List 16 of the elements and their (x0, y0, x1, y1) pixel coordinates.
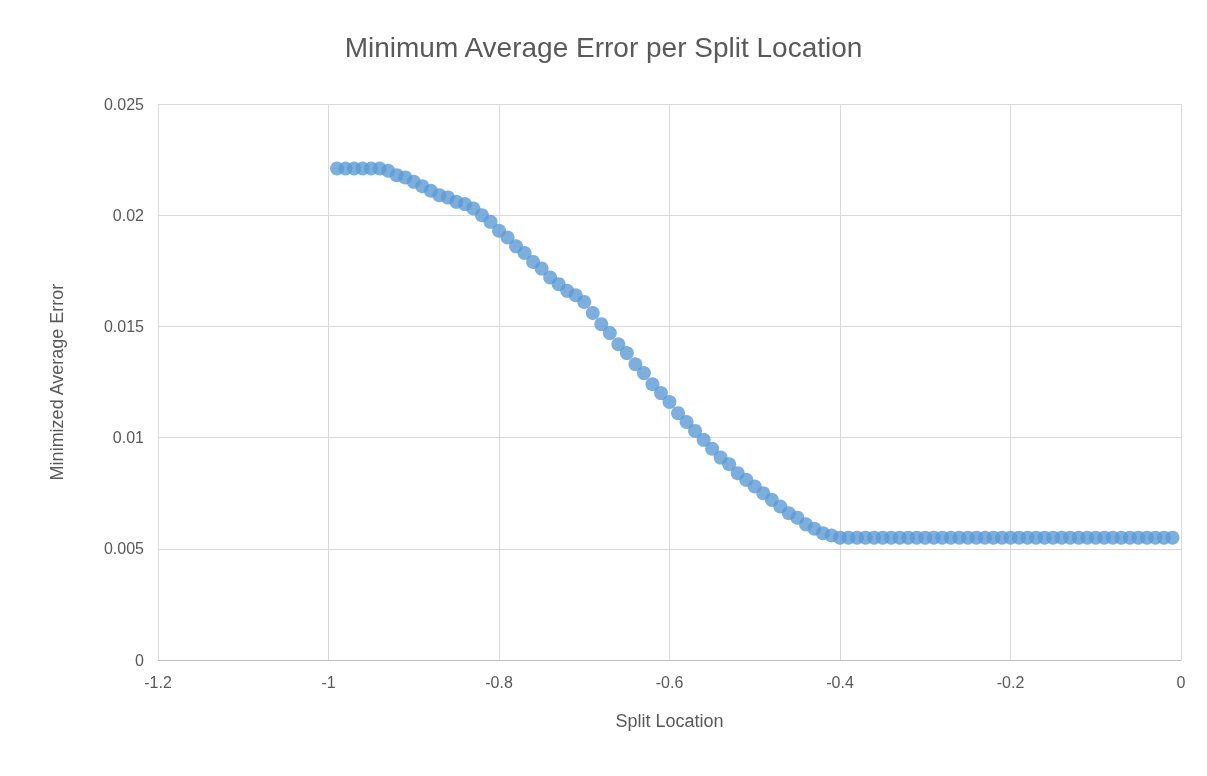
y-tick-label: 0 (135, 651, 145, 669)
y-tick-label: 0.015 (103, 317, 145, 335)
x-tick-label: -0.2 (996, 673, 1025, 691)
y-tick-label: 0.005 (103, 540, 145, 558)
y-tick-label: 0.025 (103, 95, 145, 113)
y-axis-title: Minimized Average Error (47, 283, 67, 481)
x-tick-label: -0.6 (655, 673, 684, 691)
chart-title: Minimum Average Error per Split Location (344, 31, 863, 63)
x-axis-title: Split Location (615, 711, 724, 731)
x-tick-label: 0 (1176, 673, 1186, 691)
y-tick-label: 0.02 (112, 206, 145, 224)
x-tick-label: -1.2 (144, 673, 172, 691)
x-tick-label: -1 (321, 673, 336, 691)
x-tick-label: -0.4 (826, 673, 854, 691)
y-tick-label: 0.01 (112, 429, 145, 447)
x-tick-label: -0.8 (485, 673, 513, 691)
